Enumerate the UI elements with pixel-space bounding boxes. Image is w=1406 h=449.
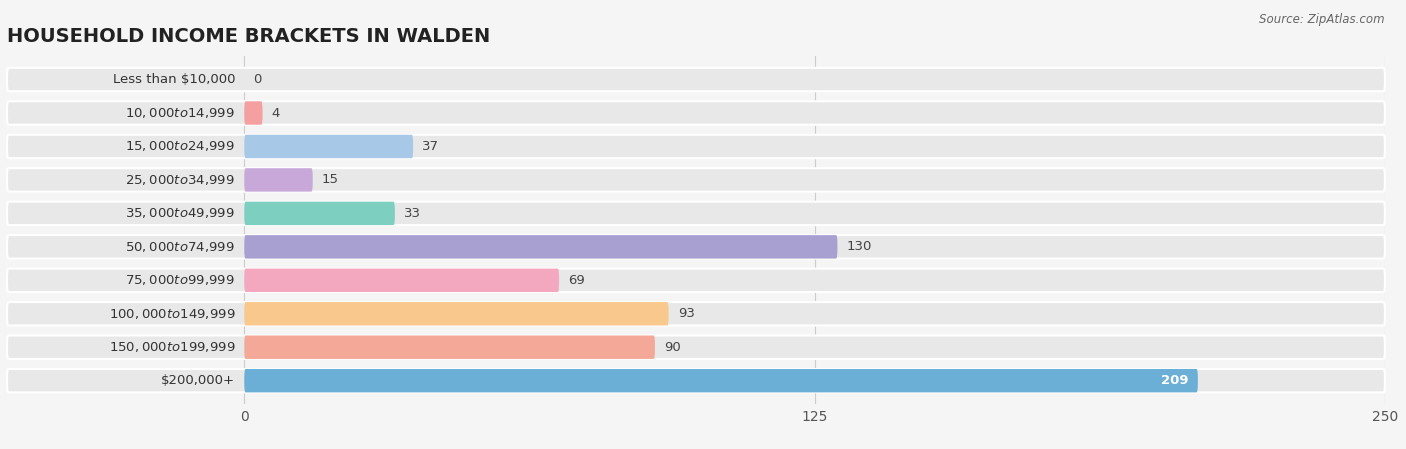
FancyBboxPatch shape xyxy=(245,369,1198,392)
FancyBboxPatch shape xyxy=(7,235,1385,259)
FancyBboxPatch shape xyxy=(7,335,1385,359)
FancyBboxPatch shape xyxy=(245,302,669,326)
Text: $200,000+: $200,000+ xyxy=(162,374,235,387)
Text: Source: ZipAtlas.com: Source: ZipAtlas.com xyxy=(1260,13,1385,26)
FancyBboxPatch shape xyxy=(7,168,1385,192)
FancyBboxPatch shape xyxy=(245,135,413,158)
FancyBboxPatch shape xyxy=(7,369,1385,392)
Text: $15,000 to $24,999: $15,000 to $24,999 xyxy=(125,140,235,154)
FancyBboxPatch shape xyxy=(245,202,395,225)
FancyBboxPatch shape xyxy=(7,101,1385,125)
FancyBboxPatch shape xyxy=(7,68,1385,91)
Text: Less than $10,000: Less than $10,000 xyxy=(112,73,235,86)
FancyBboxPatch shape xyxy=(7,135,1385,158)
FancyBboxPatch shape xyxy=(7,302,1385,326)
Text: $75,000 to $99,999: $75,000 to $99,999 xyxy=(125,273,235,287)
Text: $50,000 to $74,999: $50,000 to $74,999 xyxy=(125,240,235,254)
Text: 130: 130 xyxy=(846,240,872,253)
Text: 37: 37 xyxy=(422,140,439,153)
FancyBboxPatch shape xyxy=(245,101,263,125)
Text: $150,000 to $199,999: $150,000 to $199,999 xyxy=(108,340,235,354)
FancyBboxPatch shape xyxy=(7,202,1385,225)
FancyBboxPatch shape xyxy=(7,269,1385,292)
Text: 90: 90 xyxy=(664,341,681,354)
Text: 33: 33 xyxy=(404,207,420,220)
Text: 4: 4 xyxy=(271,106,280,119)
FancyBboxPatch shape xyxy=(245,168,312,192)
Text: $100,000 to $149,999: $100,000 to $149,999 xyxy=(108,307,235,321)
Text: $10,000 to $14,999: $10,000 to $14,999 xyxy=(125,106,235,120)
Text: 15: 15 xyxy=(322,173,339,186)
Text: 93: 93 xyxy=(678,307,695,320)
Text: 0: 0 xyxy=(253,73,262,86)
FancyBboxPatch shape xyxy=(245,269,560,292)
Text: HOUSEHOLD INCOME BRACKETS IN WALDEN: HOUSEHOLD INCOME BRACKETS IN WALDEN xyxy=(7,27,491,46)
Text: 69: 69 xyxy=(568,274,585,287)
Text: 209: 209 xyxy=(1161,374,1188,387)
FancyBboxPatch shape xyxy=(245,235,838,259)
Text: $35,000 to $49,999: $35,000 to $49,999 xyxy=(125,207,235,220)
Text: $25,000 to $34,999: $25,000 to $34,999 xyxy=(125,173,235,187)
FancyBboxPatch shape xyxy=(245,335,655,359)
